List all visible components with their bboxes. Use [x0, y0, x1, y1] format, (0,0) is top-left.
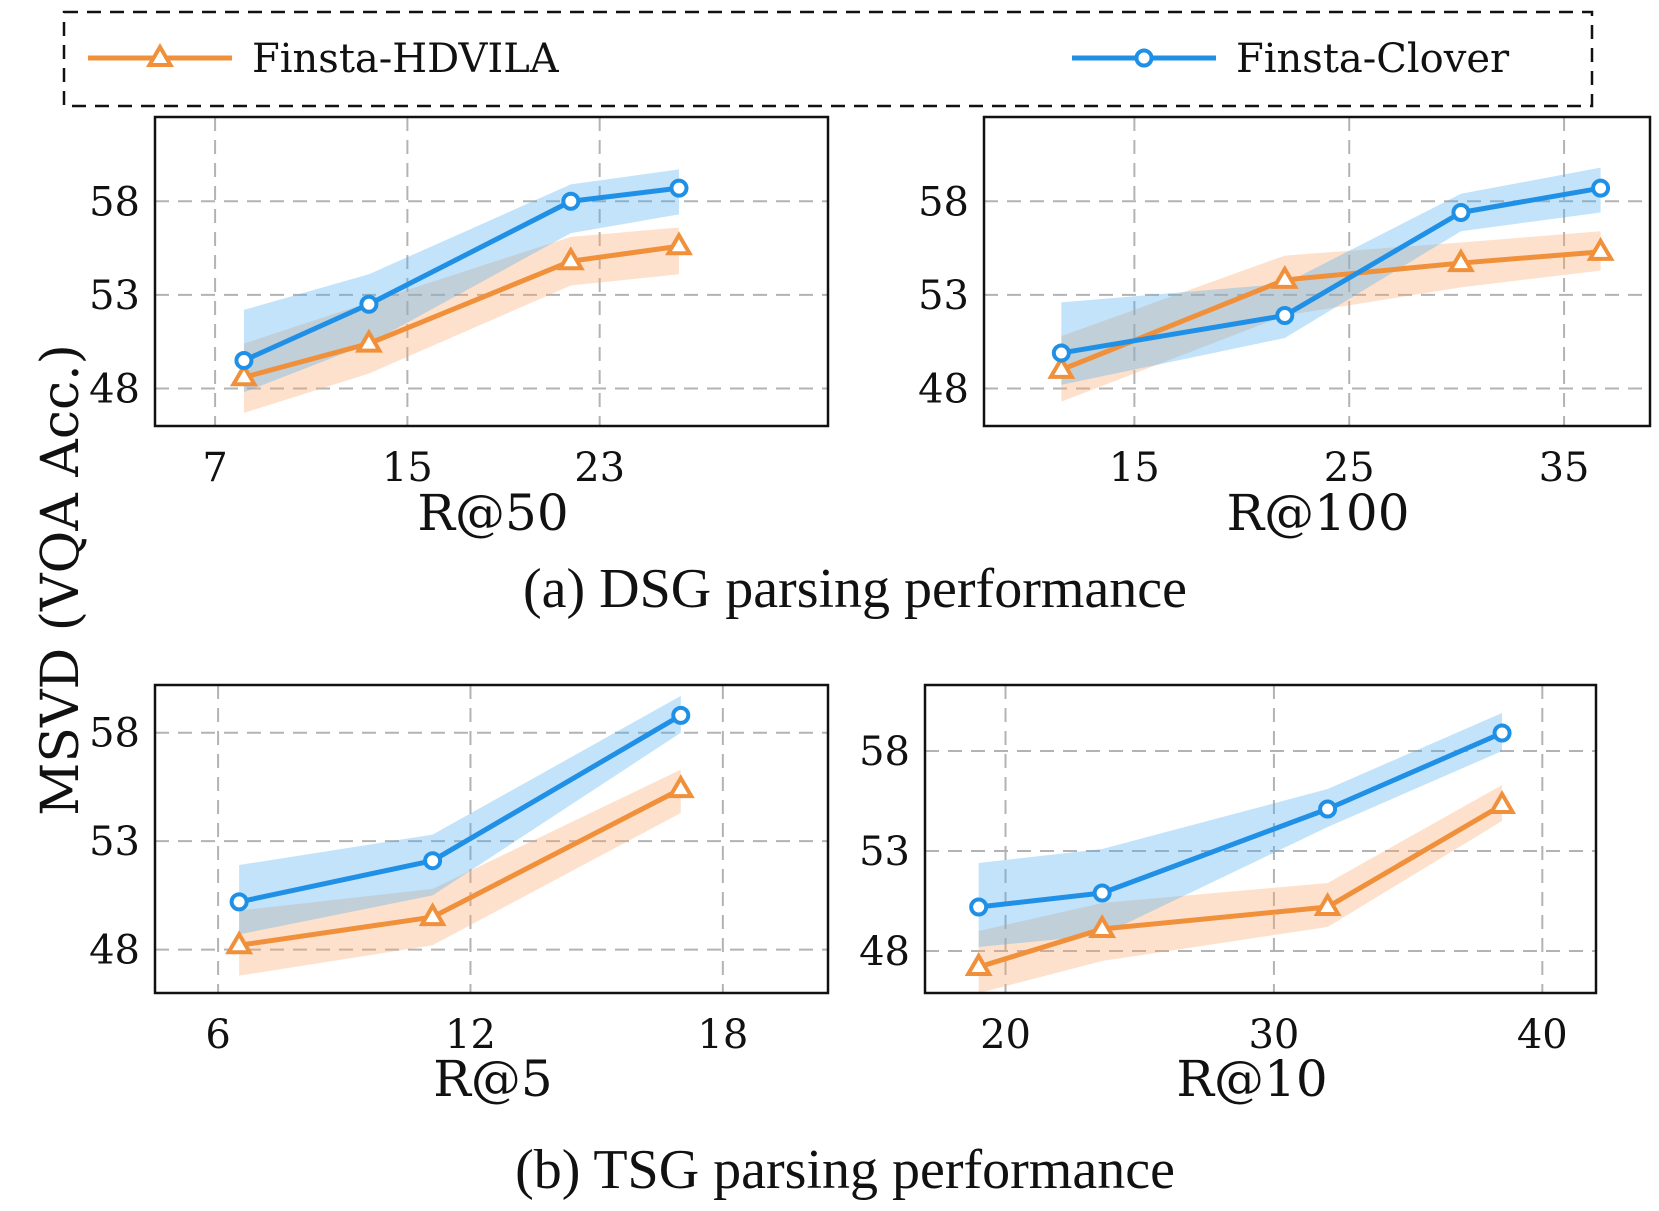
x-tick-label: 12 — [445, 1012, 496, 1058]
y-tick-label: 53 — [89, 819, 140, 865]
confidence-band-clover — [243, 169, 679, 393]
y-tick-label: 53 — [89, 273, 140, 319]
data-point-clover — [671, 705, 691, 725]
data-point-clover — [1051, 343, 1071, 363]
series-line-hdvila — [1060, 249, 1601, 373]
panel-tsg-r10: 20 30 40 48 53 58 R@10 — [859, 683, 1598, 1108]
data-point-hdvila — [1313, 892, 1342, 916]
x-axis-label: R@10 — [1176, 1050, 1327, 1108]
panel-tsg-r5: 6 12 18 48 53 58 R@5 — [89, 683, 830, 1108]
data-point-hdvila — [1047, 354, 1076, 379]
data-point-hdvila — [225, 930, 254, 955]
series-line-clover — [978, 730, 1504, 910]
y-tick-label: 58 — [89, 711, 140, 757]
legend-entry-hdvila: Finsta-HDVILA — [88, 36, 560, 82]
data-point-clover — [669, 178, 689, 198]
legend-label-hdvila: Finsta-HDVILA — [252, 36, 560, 82]
data-point-clover — [969, 897, 989, 917]
data-point-clover — [359, 294, 379, 314]
x-tick-label: 23 — [574, 445, 625, 491]
plot-frame — [153, 115, 830, 428]
y-tick-label: 48 — [859, 929, 910, 975]
panel-dsg-r100: 15 25 35 48 53 58 R@100 — [918, 115, 1652, 542]
y-tick-label: 53 — [859, 829, 910, 875]
y-tick-label: 48 — [89, 367, 140, 413]
data-point-hdvila — [1446, 248, 1475, 273]
data-point-clover — [423, 851, 443, 871]
data-point-hdvila — [1270, 264, 1299, 289]
legend-entry-clover: Finsta-Clover — [1072, 36, 1510, 82]
x-tick-label: 15 — [1109, 445, 1160, 491]
data-point-clover — [1275, 306, 1295, 326]
data-point-clover — [1451, 203, 1471, 223]
data-point-hdvila — [1488, 790, 1517, 814]
data-point-hdvila — [418, 902, 447, 927]
series-line-clover — [1060, 185, 1602, 356]
x-tick-label: 20 — [980, 1012, 1031, 1058]
confidence-band-hdvila — [243, 227, 679, 413]
x-tick-label: 25 — [1324, 445, 1375, 491]
x-tick-label: 35 — [1539, 445, 1590, 491]
data-point-hdvila — [666, 774, 695, 799]
confidence-band-hdvila — [1061, 231, 1601, 402]
x-axis-label: R@100 — [1226, 484, 1409, 542]
y-tick-label: 48 — [89, 928, 140, 974]
data-point-hdvila — [1586, 236, 1615, 261]
x-axis-label: R@5 — [433, 1050, 552, 1108]
y-tick-label: 53 — [918, 273, 969, 319]
panel-dsg-r50: 7 15 23 48 53 58 R@50 — [89, 115, 830, 542]
legend: Finsta-HDVILA Finsta-Clover — [62, 10, 1594, 108]
plot-frame — [982, 115, 1652, 428]
data-point-clover — [1492, 723, 1512, 743]
circle-marker-icon — [1134, 48, 1154, 68]
x-tick-label: 7 — [202, 445, 227, 491]
data-point-clover — [234, 350, 254, 370]
data-point-hdvila — [556, 246, 585, 271]
y-tick-label: 48 — [918, 367, 969, 413]
y-tick-label: 58 — [89, 179, 140, 225]
y-tick-label: 58 — [859, 729, 910, 775]
data-point-hdvila — [1088, 914, 1117, 938]
triangle-marker-icon — [146, 43, 174, 67]
x-axis-label: R@50 — [417, 484, 568, 542]
series-line-hdvila — [977, 802, 1504, 970]
data-point-hdvila — [964, 952, 993, 976]
data-point-hdvila — [354, 328, 383, 353]
confidence-band-hdvila — [239, 769, 681, 976]
confidence-band-clover — [239, 695, 681, 935]
data-point-clover — [229, 892, 249, 912]
data-point-clover — [1318, 799, 1338, 819]
caption-dsg: (a) DSG parsing performance — [523, 558, 1187, 620]
plot-frame — [923, 683, 1598, 995]
plot-frame — [153, 683, 830, 995]
series-line-hdvila — [243, 243, 680, 380]
x-tick-label: 6 — [205, 1012, 230, 1058]
data-point-clover — [1092, 883, 1112, 903]
data-point-hdvila — [664, 231, 693, 256]
x-tick-label: 30 — [1248, 1012, 1299, 1058]
x-tick-label: 40 — [1517, 1012, 1568, 1058]
y-axis-label: MSVD (VQA Acc.) — [31, 344, 91, 816]
x-tick-label: 18 — [697, 1012, 748, 1058]
legend-label-clover: Finsta-Clover — [1236, 36, 1510, 82]
data-point-clover — [561, 191, 581, 211]
series-line-clover — [242, 185, 680, 363]
caption-tsg: (b) TSG parsing performance — [515, 1139, 1175, 1201]
confidence-band-hdvila — [978, 785, 1503, 993]
data-point-hdvila — [229, 362, 258, 387]
legend-frame — [62, 10, 1594, 108]
y-tick-label: 58 — [918, 179, 969, 225]
x-tick-label: 15 — [382, 445, 433, 491]
data-point-clover — [1591, 178, 1611, 198]
